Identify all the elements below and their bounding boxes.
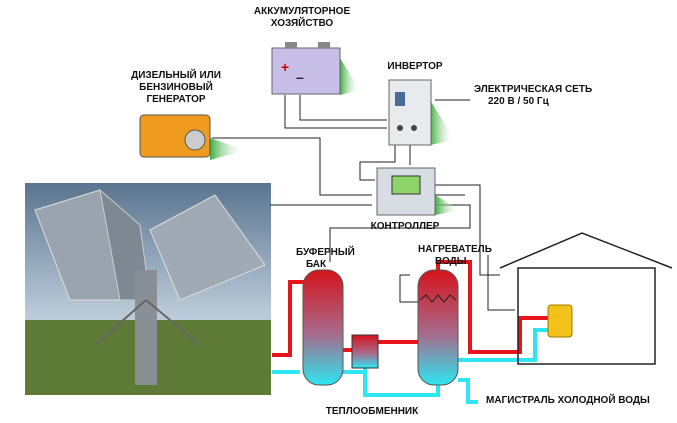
heater-label: НАГРЕВАТЕЛЬ <box>418 244 492 255</box>
heater-label: ВОДЫ <box>435 256 467 267</box>
grid-label: ЭЛЕКТРИЧЕСКАЯ СЕТЬ <box>474 84 592 95</box>
buffer-label: БАК <box>306 259 327 270</box>
buffer-tank <box>302 269 344 386</box>
heat-exchanger <box>351 334 379 369</box>
buffer-label: БУФЕРНЫЙ <box>296 245 355 258</box>
inverter-label: ИНВЕРТОР <box>387 61 442 72</box>
svg-text:+: + <box>281 59 289 75</box>
battery-label: ХОЗЯЙСТВО <box>271 16 334 29</box>
battery: + – <box>271 42 360 95</box>
wires <box>212 95 515 311</box>
grid-label: 220 В / 50 Гц <box>488 96 550 107</box>
controller <box>376 167 460 216</box>
generator-label: ДИЗЕЛЬНЫЙ ИЛИ <box>131 68 221 81</box>
cold-main-label: МАГИСТРАЛЬ ХОЛОДНОЙ ВОДЫ <box>486 393 650 406</box>
house <box>499 232 673 365</box>
inverter <box>388 79 455 146</box>
svg-text:–: – <box>296 69 304 85</box>
solar-photo <box>25 183 271 395</box>
heating-coil <box>419 294 457 303</box>
exchanger-label: ТЕПЛООБМЕННИК <box>326 406 419 417</box>
water-heater <box>417 269 459 386</box>
controller-label: КОНТРОЛЛЕР <box>371 221 440 232</box>
generator-label: ГЕНЕРАТОР <box>146 94 205 105</box>
generator-label: БЕНЗИНОВЫЙ <box>139 80 213 93</box>
battery-label: АККУМУЛЯТОРНОЕ <box>254 6 351 17</box>
generator <box>139 114 245 160</box>
